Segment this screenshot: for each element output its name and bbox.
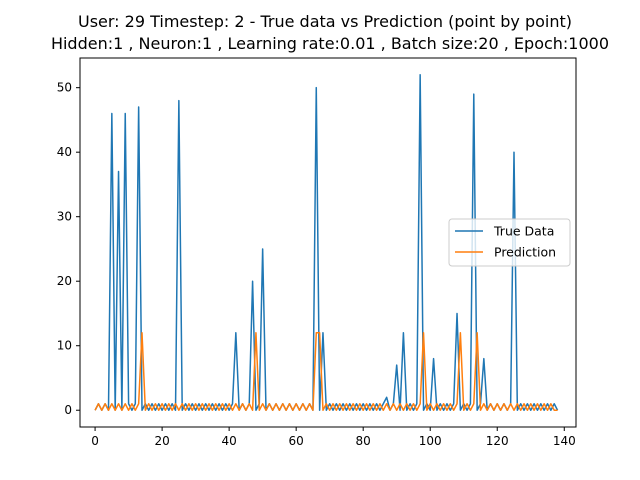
x-tick-label: 0 xyxy=(91,434,99,448)
y-tick-label: 50 xyxy=(57,81,72,95)
x-tick-label: 140 xyxy=(553,434,576,448)
legend-true-data-label: True Data xyxy=(493,224,554,239)
plot-area: 0 20 40 60 80 100 120 140 0 10 20 30 40 50 xyxy=(57,57,577,448)
x-axis-ticks: 0 20 40 60 80 100 120 140 xyxy=(91,427,576,448)
y-tick-label: 30 xyxy=(57,210,72,224)
y-tick-label: 20 xyxy=(57,274,72,288)
y-tick-label: 10 xyxy=(57,339,72,353)
legend: True Data Prediction xyxy=(448,218,571,267)
chart-title-line-1: User: 29 Timestep: 2 - True data vs Pred… xyxy=(78,12,572,31)
x-tick-label: 80 xyxy=(356,434,371,448)
y-tick-label: 0 xyxy=(64,403,72,417)
x-tick-label: 40 xyxy=(221,434,236,448)
chart-title-line-2: Hidden:1 , Neuron:1 , Learning rate:0.01… xyxy=(51,34,609,53)
x-tick-label: 20 xyxy=(154,434,169,448)
y-axis-ticks: 0 10 20 30 40 50 xyxy=(57,81,80,417)
x-tick-label: 100 xyxy=(419,434,442,448)
series-line-1 xyxy=(94,332,558,411)
x-tick-label: 60 xyxy=(289,434,304,448)
axes-frame xyxy=(79,57,577,428)
x-tick-label: 120 xyxy=(486,434,509,448)
legend-prediction-label: Prediction xyxy=(494,245,556,260)
y-tick-label: 40 xyxy=(57,145,72,159)
series-layer xyxy=(94,74,559,411)
